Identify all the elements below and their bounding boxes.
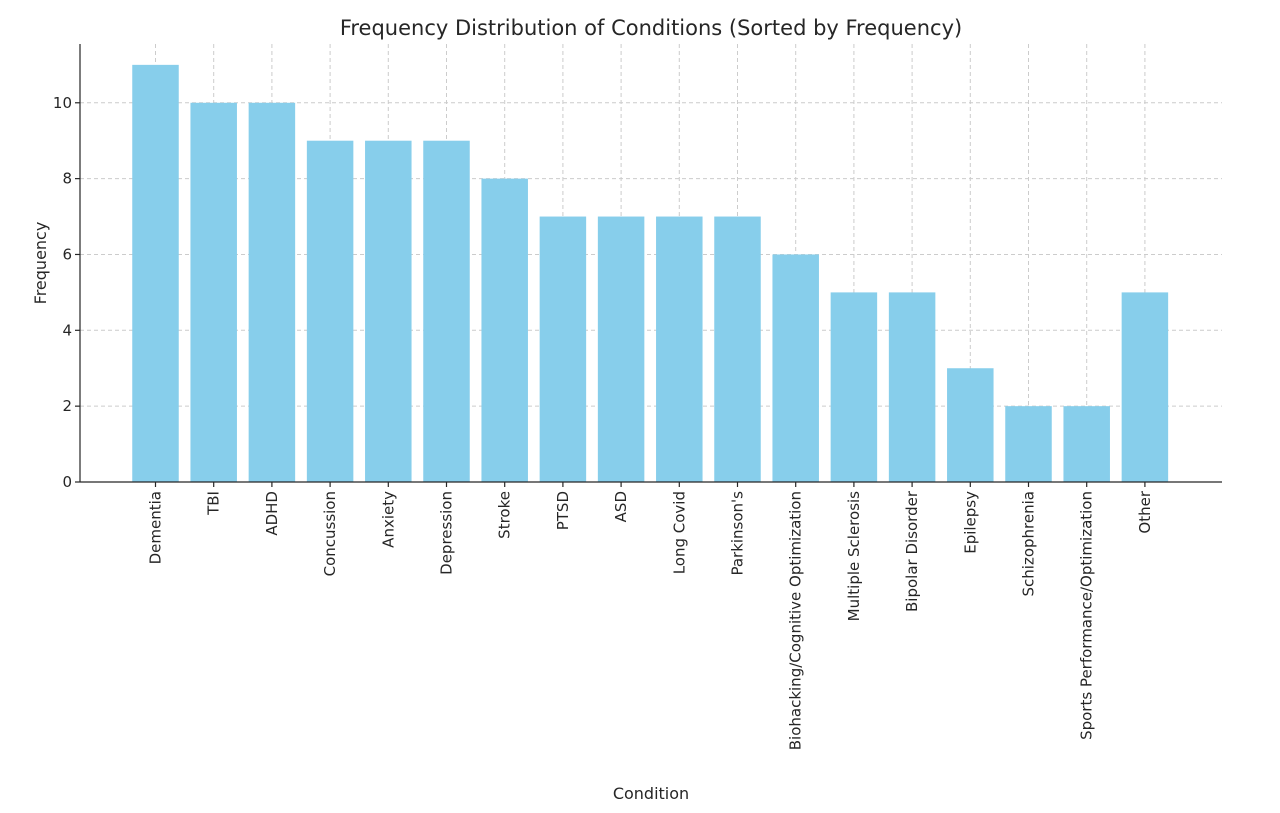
chart-title: Frequency Distribution of Conditions (So… — [340, 16, 962, 40]
x-axis-label: Condition — [613, 784, 689, 803]
x-tick-label: Biohacking/Cognitive Optimization — [787, 491, 805, 750]
bar-adhd — [248, 102, 296, 482]
bar-dementia — [132, 64, 179, 482]
bar-stroke — [481, 178, 528, 482]
bar-long-covid — [656, 216, 703, 482]
y-tick-label: 8 — [62, 170, 72, 188]
x-tick-label: Parkinson's — [729, 491, 747, 576]
x-tick-label: Dementia — [147, 491, 165, 564]
bar-depression — [423, 140, 470, 482]
x-tick-label: Bipolar Disorder — [903, 490, 921, 612]
x-tick-label: Other — [1136, 490, 1154, 533]
axes-layer — [79, 44, 1222, 483]
x-tick-label: Multiple Sclerosis — [845, 491, 863, 622]
x-tick-label: Depression — [438, 491, 456, 575]
x-tick-label: Long Covid — [670, 491, 688, 574]
y-tick-label: 6 — [62, 245, 72, 263]
bar-multiple-sclerosis — [830, 292, 878, 482]
x-tick-label: Epilepsy — [961, 491, 979, 554]
bars-layer — [132, 64, 1169, 482]
x-tick-label: ADHD — [263, 491, 281, 536]
bar-other — [1121, 292, 1169, 482]
x-tick-label: TBI — [205, 491, 223, 516]
y-tick-label: 4 — [62, 321, 72, 339]
bar-parkinson-s — [714, 216, 761, 482]
x-tick-label: PTSD — [554, 491, 572, 530]
x-tick-label: Sports Performance/Optimization — [1078, 491, 1096, 740]
bar-bipolar-disorder — [888, 292, 936, 482]
bar-asd — [597, 216, 645, 482]
x-tick-label: Schizophrenia — [1020, 491, 1038, 596]
x-tick-label: Concussion — [321, 491, 339, 576]
x-tick-label: Anxiety — [379, 491, 397, 548]
y-tick-label: 10 — [53, 94, 72, 112]
bar-anxiety — [365, 140, 412, 482]
x-ticks: Dementia TBI ADHD Concussion Anxiety Depressi… — [147, 482, 1154, 750]
bar-tbi — [190, 102, 237, 482]
bar-ptsd — [539, 216, 587, 482]
y-ticks: 0 2 4 6 8 10 — [53, 94, 80, 491]
bar-sports-performance-optimization — [1063, 406, 1110, 482]
x-tick-label: Stroke — [496, 491, 514, 539]
y-tick-label: 2 — [62, 397, 72, 415]
bar-concussion — [306, 140, 354, 482]
y-tick-label: 0 — [62, 473, 72, 491]
bar-schizophrenia — [1005, 406, 1052, 482]
x-tick-label: ASD — [612, 491, 630, 522]
y-axis-label: Frequency — [31, 222, 50, 305]
bar-biohacking-cognitive-optimization — [772, 254, 819, 482]
bar-epilepsy — [947, 368, 994, 482]
